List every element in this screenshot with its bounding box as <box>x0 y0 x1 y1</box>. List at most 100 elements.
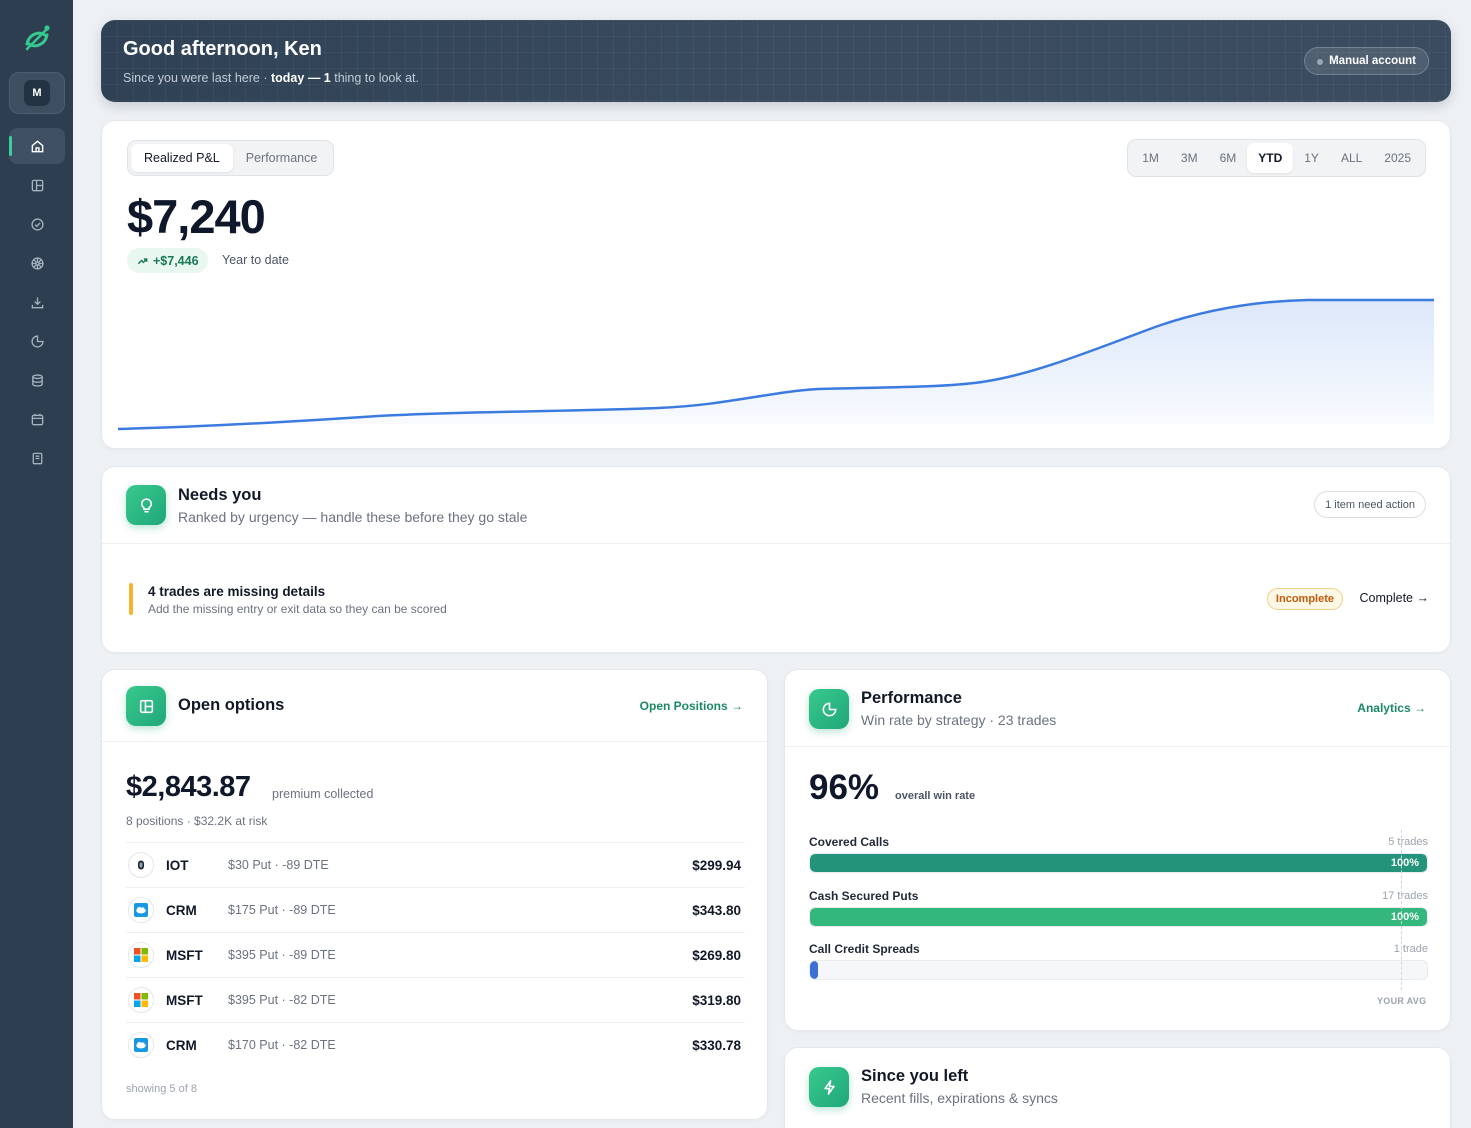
lightbulb-icon <box>126 485 166 525</box>
strategy-name: Covered Calls <box>809 835 890 849</box>
position-value: $330.78 <box>692 1038 741 1053</box>
position-ticker: IOT <box>166 858 189 873</box>
range-1y[interactable]: 1Y <box>1304 151 1319 165</box>
strategy-row[interactable]: Call Credit Spreads 1 trade <box>809 942 1428 986</box>
sidebar-item-tasks[interactable] <box>9 206 65 242</box>
open-options-title: Open options <box>178 696 285 714</box>
sidebar-item-journal[interactable] <box>9 440 65 476</box>
sidebar: M <box>0 0 73 1128</box>
tab-realized-pnl[interactable]: Realized P&L <box>131 144 233 172</box>
wheel-icon <box>30 256 44 270</box>
range-1m[interactable]: 1M <box>1142 151 1159 165</box>
needs-you-subtitle: Ranked by urgency — handle these before … <box>178 509 528 525</box>
pie-icon <box>809 689 849 729</box>
sidebar-item-home[interactable] <box>9 128 65 164</box>
home-icon <box>31 139 43 152</box>
sidebar-item-wheel[interactable] <box>9 245 65 281</box>
welcome-banner: Good afternoon, Ken Since you were last … <box>101 20 1451 102</box>
strategy-bar-fill <box>810 908 1427 926</box>
pnl-value: $7,240 <box>127 190 266 243</box>
strategy-bar-track: 100% <box>809 907 1428 927</box>
strategy-pct: 100% <box>1390 857 1419 869</box>
open-positions-link[interactable]: Open Positions → <box>639 699 743 713</box>
strategy-bar-fill <box>810 961 818 979</box>
since-you-left-card: Since you left Recent fills, expirations… <box>784 1047 1451 1128</box>
positions-list: IOT $30 Put · -89 DTE $299.94 CRM $175 P… <box>126 842 745 1067</box>
win-rate-label: overall win rate <box>895 790 976 802</box>
pnl-line <box>118 298 1434 431</box>
sidebar-item-data[interactable] <box>9 362 65 398</box>
strategy-count: 17 trades <box>1382 890 1428 902</box>
needs-you-header: Needs you Ranked by urgency — handle the… <box>102 467 1450 544</box>
samsara-icon <box>128 852 154 878</box>
alert-missing-details[interactable]: 4 trades are missing details Add the mis… <box>129 583 1429 617</box>
status-dot-icon <box>1317 59 1324 65</box>
notebook-icon <box>32 452 42 464</box>
since-you-left-subtitle: Recent fills, expirations & syncs <box>861 1090 1058 1106</box>
needs-you-title: Needs you <box>178 486 262 504</box>
range-selector: 1M 3M 6M YTD 1Y ALL 2025 <box>1127 139 1426 177</box>
position-row[interactable]: MSFT $395 Put · -82 DTE $319.80 <box>126 977 745 1022</box>
premium-collected-value: $2,843.87 <box>126 771 251 803</box>
open-options-header: Open options Open Positions → <box>102 670 767 742</box>
calendar-icon <box>31 413 43 425</box>
pnl-delta-value: +$7,446 <box>153 253 199 268</box>
last-visit-suffix: thing to look at. <box>330 71 420 85</box>
strategy-bar-fill <box>810 854 1427 872</box>
position-row[interactable]: CRM $175 Put · -89 DTE $343.80 <box>126 887 745 932</box>
position-ticker: CRM <box>166 903 197 918</box>
performance-header: Performance Win rate by strategy · 23 tr… <box>785 670 1450 747</box>
analytics-link[interactable]: Analytics → <box>1357 701 1426 715</box>
account-switcher[interactable]: M <box>9 72 65 114</box>
pie-icon <box>30 334 44 348</box>
range-ytd[interactable]: YTD <box>1247 143 1294 173</box>
position-value: $269.80 <box>692 948 741 963</box>
open-options-card: Open options Open Positions → $2,843.87 … <box>101 669 768 1120</box>
action-count-badge: 1 item need action <box>1314 491 1426 518</box>
lightning-icon <box>809 1067 849 1107</box>
last-visit-prefix: Since you were last here · <box>123 71 271 85</box>
manual-account-label: Manual account <box>1329 55 1416 67</box>
complete-link[interactable]: Complete → <box>1359 591 1429 605</box>
sidebar-item-import[interactable] <box>9 284 65 320</box>
strategy-row[interactable]: Covered Calls 5 trades 100% <box>809 835 1428 879</box>
sidebar-item-analytics[interactable] <box>9 323 65 359</box>
last-visit-summary: Since you were last here · today — 1 thi… <box>123 71 419 85</box>
range-2025[interactable]: 2025 <box>1384 151 1411 165</box>
position-desc: $395 Put · -89 DTE <box>228 948 336 962</box>
position-row[interactable]: MSFT $395 Put · -89 DTE $269.80 <box>126 932 745 977</box>
strategy-count: 1 trade <box>1393 943 1428 955</box>
last-visit-count: 1 <box>323 71 331 85</box>
alert-severity-bar <box>129 583 133 615</box>
position-desc: $395 Put · -82 DTE <box>228 993 336 1007</box>
position-row[interactable]: CRM $170 Put · -82 DTE $330.78 <box>126 1022 745 1067</box>
strategy-row[interactable]: Cash Secured Puts 17 trades 100% <box>809 889 1428 933</box>
status-badge: Incomplete <box>1266 588 1343 610</box>
range-6m[interactable]: 6M <box>1219 151 1237 165</box>
pnl-area-chart <box>118 298 1434 431</box>
manual-account-badge[interactable]: Manual account <box>1304 47 1429 75</box>
position-desc: $170 Put · -82 DTE <box>228 1038 336 1052</box>
average-marker-label: YOUR AVG <box>1377 996 1427 1006</box>
greeting: Good afternoon, Ken <box>123 38 322 60</box>
range-all[interactable]: ALL <box>1340 151 1363 165</box>
position-value: $319.80 <box>692 993 741 1008</box>
range-3m[interactable]: 3M <box>1180 151 1198 165</box>
layout-icon <box>31 179 43 191</box>
pnl-delta-note: Year to date <box>222 253 289 267</box>
microsoft-icon <box>128 987 154 1013</box>
pnl-area-fill <box>118 300 1434 429</box>
tab-performance[interactable]: Performance <box>245 151 318 165</box>
strategy-bar-track <box>809 960 1428 980</box>
strategy-name: Call Credit Spreads <box>809 942 920 956</box>
alert-subtitle: Add the missing entry or exit data so th… <box>148 602 447 616</box>
needs-you-card: Needs you Ranked by urgency — handle the… <box>101 466 1451 653</box>
showing-count: showing 5 of 8 <box>126 1083 197 1095</box>
sidebar-item-layout[interactable] <box>9 167 65 203</box>
strategy-bar-track: 100% <box>809 853 1428 873</box>
app-logo-icon[interactable] <box>20 22 54 56</box>
position-row[interactable]: IOT $30 Put · -89 DTE $299.94 <box>126 842 745 887</box>
performance-subtitle: Win rate by strategy · 23 trades <box>861 712 1057 728</box>
layout-icon <box>126 686 166 726</box>
sidebar-item-calendar[interactable] <box>9 401 65 437</box>
